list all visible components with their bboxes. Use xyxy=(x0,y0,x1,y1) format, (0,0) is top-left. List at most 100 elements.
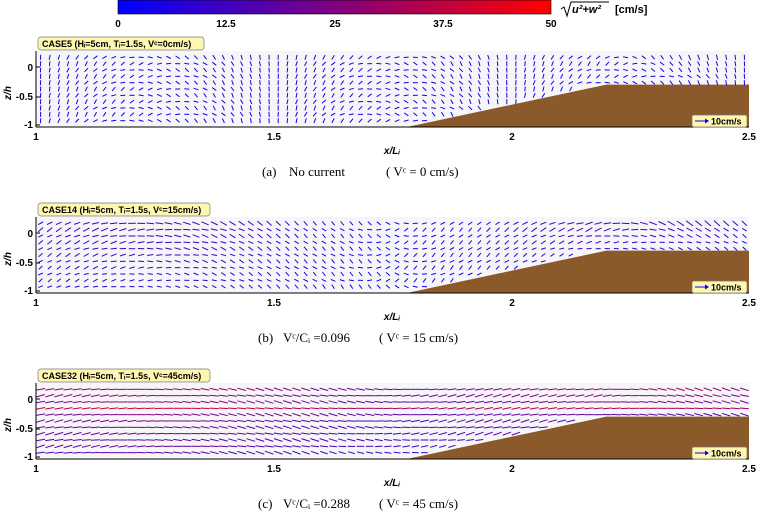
velocity-arrow xyxy=(304,105,307,111)
velocity-arrow xyxy=(349,233,354,239)
velocity-arrow xyxy=(358,62,364,65)
velocity-arrow xyxy=(486,252,491,258)
velocity-arrow xyxy=(496,99,499,105)
velocity-arrow xyxy=(36,393,46,398)
velocity-arrow xyxy=(137,253,145,257)
velocity-arrow xyxy=(374,400,384,404)
velocity-arrow xyxy=(184,272,190,276)
velocity-arrow xyxy=(111,99,116,104)
velocity-arrow xyxy=(192,228,200,231)
velocity-arrow xyxy=(401,394,411,397)
velocity-arrow xyxy=(402,451,410,454)
velocity-arrow xyxy=(621,407,631,410)
velocity-arrow xyxy=(467,221,473,226)
velocity-arrow xyxy=(422,99,427,104)
velocity-arrow xyxy=(468,93,473,98)
velocity-arrow xyxy=(191,438,201,442)
velocity-arrow xyxy=(566,407,576,410)
velocity-arrow xyxy=(301,407,311,410)
velocity-arrow xyxy=(303,271,308,277)
velocity-arrow xyxy=(90,413,100,416)
velocity-arrow xyxy=(83,260,89,263)
velocity-arrow xyxy=(340,80,345,85)
velocity-arrow xyxy=(575,407,585,410)
velocity-arrow xyxy=(322,284,326,289)
velocity-arrow xyxy=(156,260,163,263)
velocity-arrow xyxy=(184,62,190,65)
velocity-arrow xyxy=(255,400,265,404)
velocity-arrow xyxy=(275,278,281,282)
velocity-arrow xyxy=(522,240,528,245)
velocity-arrow xyxy=(45,419,55,423)
velocity-arrow xyxy=(703,407,713,410)
velocity-arrow xyxy=(156,81,162,85)
x-tick-label: 1.5 xyxy=(267,298,281,309)
velocity-arrow xyxy=(36,400,46,404)
velocity-arrow xyxy=(286,54,289,60)
velocity-arrow xyxy=(613,56,619,59)
velocity-arrow xyxy=(622,228,630,231)
velocity-arrow xyxy=(47,285,53,288)
velocity-arrow xyxy=(421,69,428,71)
velocity-arrow xyxy=(257,228,263,232)
velocity-arrow xyxy=(292,425,301,430)
velocity-arrow xyxy=(458,247,464,251)
velocity-arrow xyxy=(401,419,411,423)
velocity-arrow xyxy=(431,221,437,225)
velocity-arrow xyxy=(538,388,548,391)
velocity-arrow xyxy=(429,426,439,429)
velocity-arrow xyxy=(449,68,455,72)
velocity-arrow xyxy=(337,438,347,442)
velocity-arrow xyxy=(715,67,719,73)
velocity-arrow xyxy=(257,278,263,282)
velocity-arrow xyxy=(347,438,356,442)
velocity-arrow xyxy=(385,81,391,85)
velocity-arrow xyxy=(331,271,336,277)
velocity-arrow xyxy=(184,80,190,85)
velocity-arrow xyxy=(183,259,190,263)
velocity-arrow xyxy=(255,407,265,410)
velocity-arrow xyxy=(56,240,62,245)
velocity-arrow xyxy=(192,241,200,244)
velocity-arrow xyxy=(440,252,445,258)
velocity-arrow xyxy=(367,93,372,98)
velocity-arrow xyxy=(164,413,174,416)
velocity-arrow xyxy=(349,246,354,251)
velocity-field xyxy=(39,54,746,124)
velocity-arrow xyxy=(111,68,117,72)
velocity-arrow xyxy=(547,407,557,410)
velocity-arrow xyxy=(246,387,256,391)
velocity-arrow xyxy=(110,235,118,237)
velocity-arrow xyxy=(349,284,354,289)
colorbar-label-radicand: u²+w² xyxy=(572,4,601,16)
velocity-arrow xyxy=(201,228,209,231)
velocity-arrow xyxy=(239,259,245,264)
velocity-arrow xyxy=(138,285,144,288)
velocity-arrow xyxy=(376,118,382,123)
velocity-arrow xyxy=(321,240,327,245)
velocity-arrow xyxy=(394,56,400,59)
velocity-arrow xyxy=(730,394,740,398)
velocity-arrow xyxy=(275,253,281,257)
velocity-arrow xyxy=(249,67,252,73)
velocity-arrow xyxy=(421,81,428,84)
velocity-arrow xyxy=(486,259,491,263)
velocity-arrow xyxy=(367,113,373,116)
velocity-arrow xyxy=(394,222,400,225)
velocity-arrow xyxy=(348,113,354,116)
velocity-arrow xyxy=(266,233,272,239)
velocity-arrow xyxy=(201,241,209,244)
y-tick-label: 0 xyxy=(27,395,33,406)
velocity-arrow xyxy=(193,259,199,263)
velocity-arrow xyxy=(410,394,420,397)
velocity-arrow xyxy=(249,54,252,60)
velocity-arrow xyxy=(413,74,418,79)
velocity-arrow xyxy=(183,247,191,251)
velocity-arrow xyxy=(310,407,320,410)
velocity-arrow xyxy=(529,388,539,391)
velocity-arrow xyxy=(358,233,363,239)
velocity-arrow xyxy=(166,279,172,282)
velocity-arrow xyxy=(221,67,225,73)
velocity-arrow xyxy=(375,445,383,448)
velocity-arrow xyxy=(531,227,538,233)
